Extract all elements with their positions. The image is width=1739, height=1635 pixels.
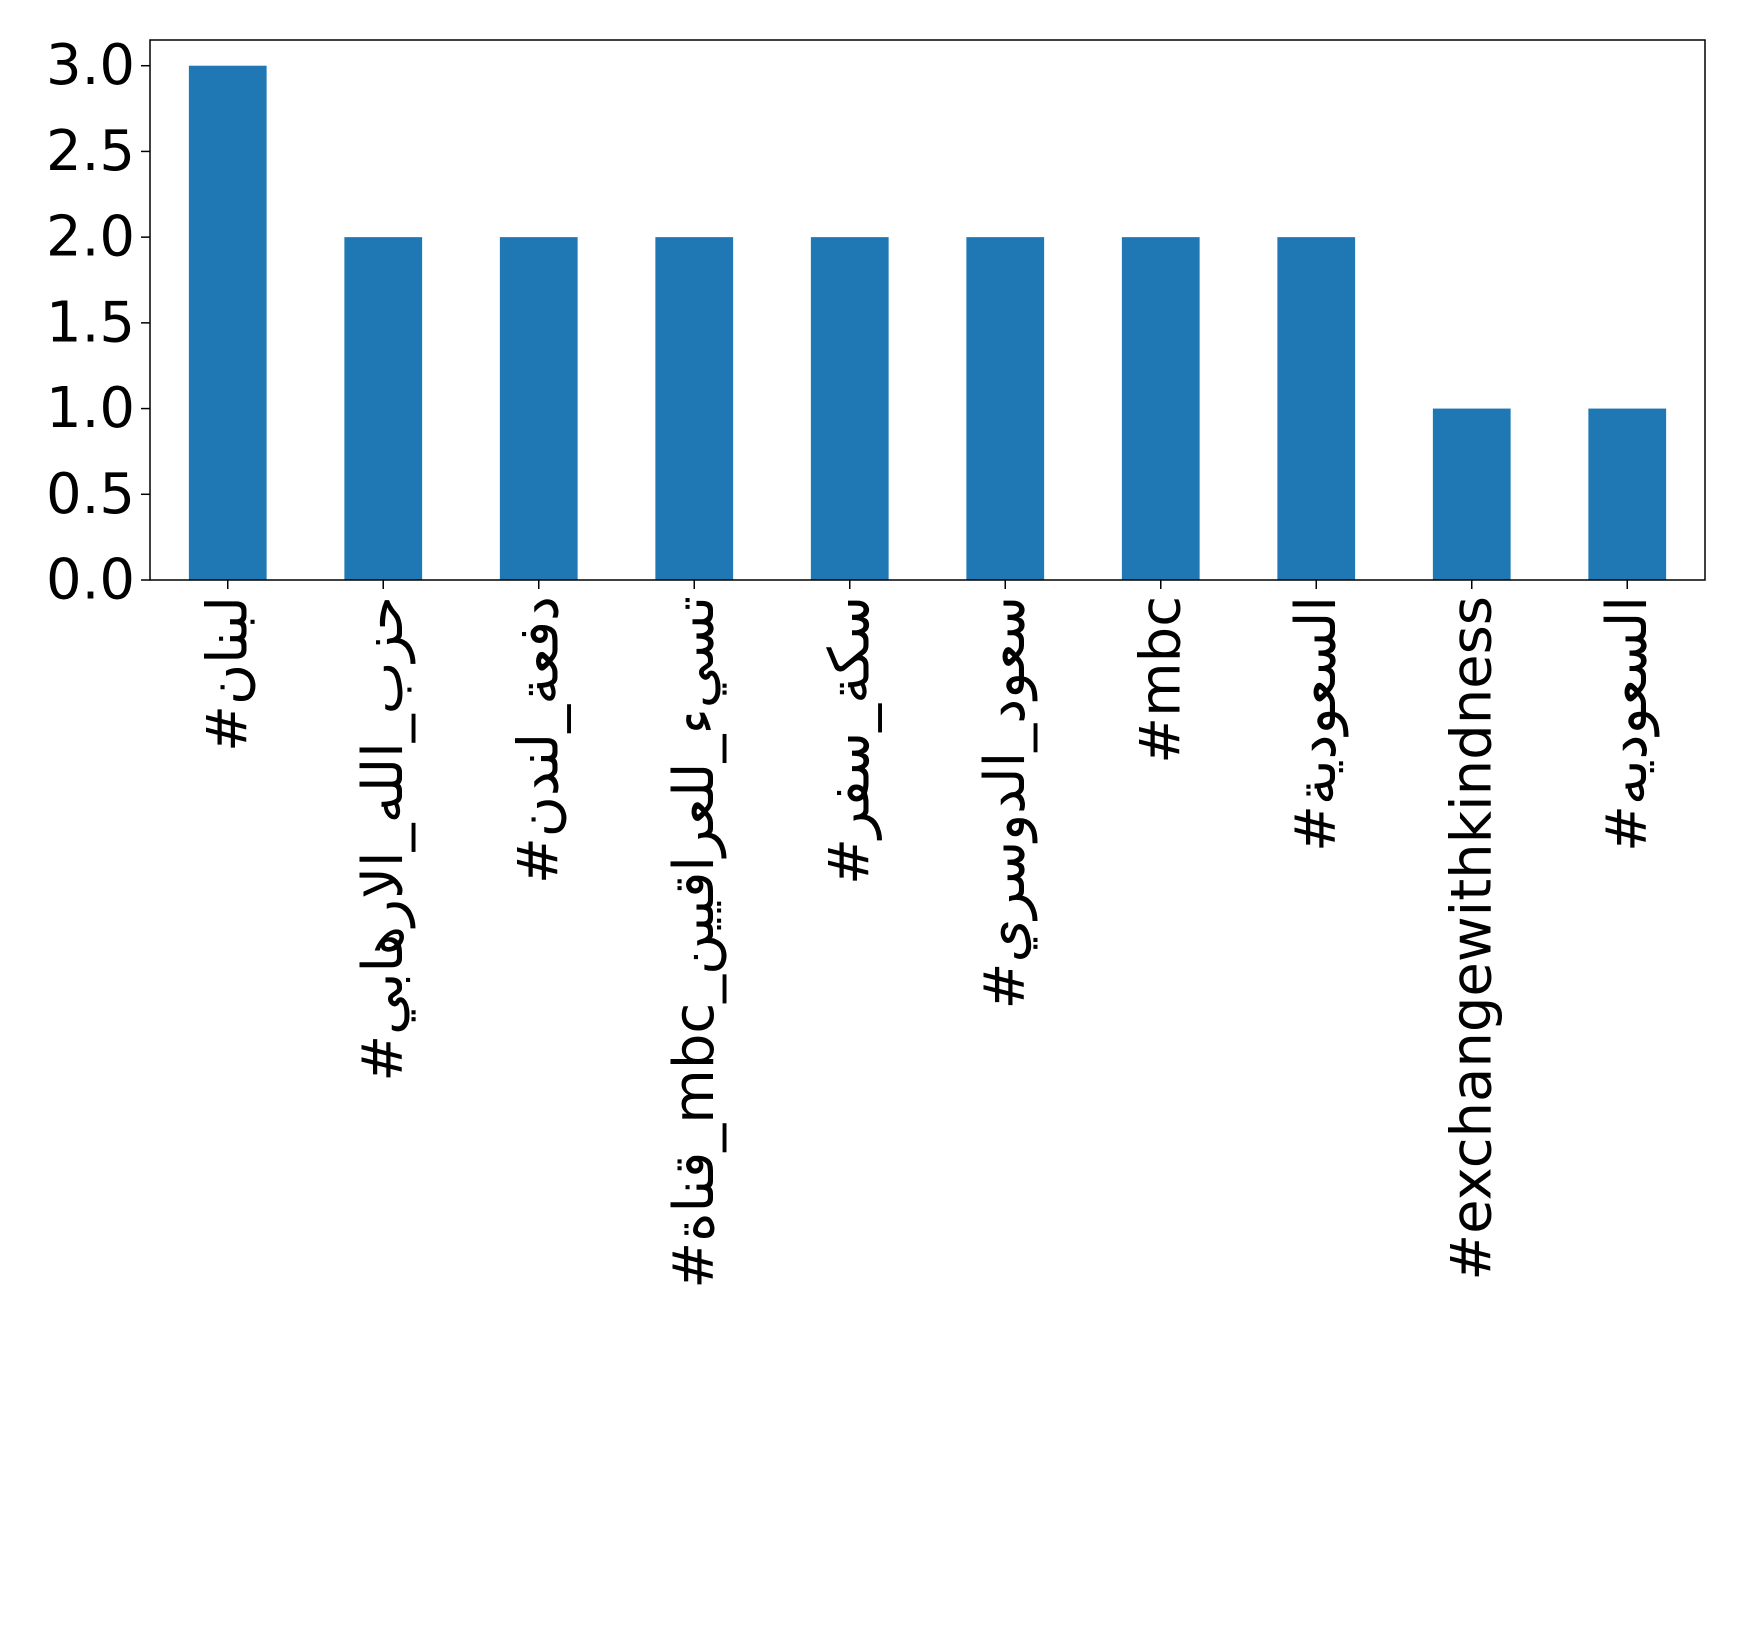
bars-group bbox=[188, 65, 1667, 580]
bar-6 bbox=[1121, 237, 1200, 580]
x-axis: #لبنان #حزب_الله_الارهابي #دفعة_لندن #قناة_… bbox=[195, 580, 1660, 1289]
y-tick-label: 3.0 bbox=[46, 33, 135, 98]
y-tick-label: 2.5 bbox=[46, 119, 135, 184]
y-tick-label: 1.5 bbox=[46, 290, 135, 355]
y-tick-label: 2.0 bbox=[46, 205, 135, 270]
bar-8 bbox=[1432, 408, 1511, 580]
plot-frame bbox=[149, 39, 1706, 581]
bar-9 bbox=[1588, 408, 1667, 580]
x-tick-label: #دفعة_لندن bbox=[506, 596, 571, 884]
bar-3 bbox=[655, 237, 734, 580]
bar-7 bbox=[1277, 237, 1356, 580]
y-tick-label: 0.0 bbox=[46, 548, 135, 613]
x-tick-label: #سعود_الدوسري bbox=[973, 596, 1038, 1009]
y-tick-label: 1.0 bbox=[46, 376, 135, 441]
x-tick-label: #سكة_سفر bbox=[817, 596, 882, 885]
bar-0 bbox=[188, 65, 267, 580]
bar-4 bbox=[810, 237, 889, 580]
x-tick-label: #السعودية bbox=[1284, 596, 1349, 852]
y-axis: 0.0 0.5 1.0 1.5 2.0 2.5 3.0 bbox=[46, 33, 150, 613]
y-tick-label: 0.5 bbox=[46, 462, 135, 527]
x-tick-label: #exchangewithkindness bbox=[1439, 596, 1504, 1281]
x-tick-label: #قناة_mbc_تسيء_للعراقيين bbox=[662, 596, 727, 1289]
bar-2 bbox=[499, 237, 578, 580]
x-tick-label: #السعوديه bbox=[1595, 596, 1660, 852]
x-tick-label: #لبنان bbox=[195, 596, 260, 752]
bar-1 bbox=[344, 237, 423, 580]
x-tick-label: #حزب_الله_الارهابي bbox=[351, 596, 416, 1082]
x-tick-label: #mbc bbox=[1128, 596, 1193, 764]
bar-5 bbox=[966, 237, 1045, 580]
